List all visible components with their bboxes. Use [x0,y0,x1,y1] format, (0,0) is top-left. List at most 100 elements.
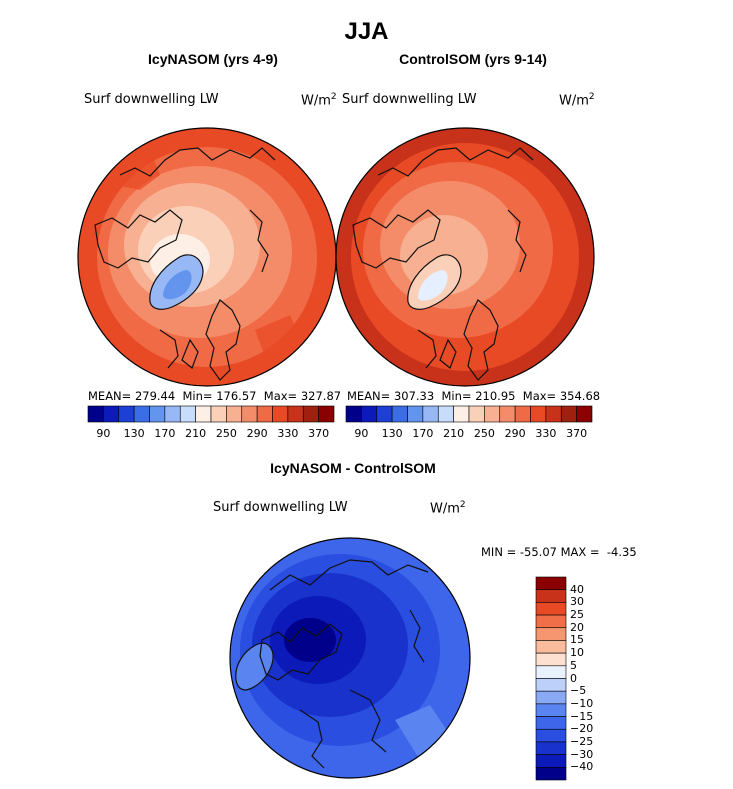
panel3-colorbar-box [535,640,567,654]
panel2-units: W/m2 [559,92,595,109]
panel3-colorbar-tick-label: −5 [570,684,587,698]
panel2-greenland-coast [407,254,462,310]
panel1-units: W/m2 [301,92,337,109]
panel1-colorbar-box [256,405,273,423]
panel1-colorbar-tick-label: 330 [277,427,299,440]
panel3-colorbar-tick-label: 40 [570,582,584,596]
panel3-colorbar-tick-label: 30 [570,595,584,609]
panel2-colorbar-box [453,405,470,423]
panel3-canada-coast [259,623,343,681]
panel3-colorbar-tick-label: 10 [570,646,584,660]
panel2-colorbar-box [437,405,454,423]
panel1-colorbar-box [195,405,212,423]
panel2-stats: MEAN= 307.33 Min= 210.95 Max= 354.68 [347,389,601,403]
panel3-colorbar-box [535,716,567,730]
panel1-iceland-coast [181,338,199,369]
panel1-scandinavia-coast [205,299,241,381]
panel2-scandinavia-coast [463,299,499,381]
panel1-colorbar-box [103,405,120,423]
panel1-colorbar-box [226,405,243,423]
panel1-siberia-coast [119,147,276,177]
panel2-colorbar-box [514,405,531,423]
panel3-east-coast [409,609,425,663]
panel1-colorbar-box [210,405,227,423]
panel3-colorbar-box [535,767,567,781]
panel3-colorbar-tick-label: 0 [570,671,577,685]
panel1-colorbar-tick-label: 170 [154,427,176,440]
panel2-colorbar-tick-label: 290 [504,427,526,440]
panel2-variable: Surf downwelling LW [342,92,477,107]
panel2-colorbar-box [576,405,593,423]
panel2-colorbar-box [422,405,439,423]
panel2-iceland-coast [439,338,457,369]
panel3-colorbar-box [535,589,567,603]
panel3-colorbar-tick-label: 20 [570,620,584,634]
panel3-colorbar-tick-label: −15 [570,709,594,723]
panel1-colorbar-box [287,405,304,423]
panel3-colorbar-box [535,576,567,590]
panel2-colorbar-box [560,405,577,423]
panel1-map [78,128,336,386]
panel2-canada-coast [352,209,441,269]
panel2-greenland-min [418,270,448,301]
panel2-colorbar-box [484,405,501,423]
panel1-colorbar-box [241,405,258,423]
panel1-east-coast [249,209,269,273]
panel2-colorbar-box [499,405,516,423]
panel3-colorbar-tick-label: −20 [570,722,594,736]
panel2-coastlines [352,147,534,381]
panel1-canada-coast [94,209,183,269]
panel1-colorbar-tick-label: 370 [308,427,330,440]
panel3-scandinavia-coast [299,709,325,769]
panel1-colorbar-box [302,405,319,423]
panel1-variable: Surf downwelling LW [84,92,219,107]
panel3-colorbar-box [535,652,567,667]
panel3-variable: Surf downwelling LW [213,500,348,515]
panel3-colorbar-box [535,703,567,717]
panel3-colorbar-tick-label: −30 [570,747,594,761]
panel3-colorbar-box [535,754,567,768]
panel1-colorbar-tick-label: 250 [215,427,237,440]
panel2-title: ControlSOM (yrs 9-14) [399,51,547,67]
panel1-colorbar-box [179,405,196,423]
panel3-units: W/m2 [430,500,466,517]
panel2-siberia-coast [377,147,534,177]
panel2-colorbar-tick-label: 90 [354,427,369,440]
panel3-colorbar-box [535,602,567,616]
panel1-coastlines [94,147,276,381]
panel2-colorbar-tick-label: 250 [473,427,495,440]
panel2-colorbar-box [407,405,424,423]
panel3-colorbar-tick-label: −25 [570,734,594,748]
panel1-colorbar [87,405,335,423]
panel3-coastlines [235,559,429,769]
panel3-colorbar-box [535,678,567,692]
panel1-colorbar-tick-label: 130 [123,427,145,440]
panel3-greenland-coast [235,642,274,691]
panel1-greenland-coast [149,254,204,310]
panel3-map-border [229,537,471,779]
panel3-field-core [284,618,336,662]
panel2-colorbar-tick-label: 170 [412,427,434,440]
panel2-map [336,128,594,386]
panel3-colorbar-box [535,728,567,743]
panel1-hudson-coast [159,329,179,369]
panel1-colorbar-tick-label: 90 [96,427,111,440]
panel2-colorbar-box [361,405,378,423]
figure-title: JJA [344,18,389,45]
panel2-colorbar-box [545,405,562,423]
panel3-colorbar-tick-label: 5 [570,658,577,672]
panel1-colorbar-box [87,405,104,423]
panel2-colorbar-tick-label: 210 [443,427,465,440]
panel2-colorbar [345,405,593,423]
panel3-colorbar-tick-label: 15 [570,633,584,647]
panel1-colorbar-box [133,405,150,423]
panel2-map-border [335,127,595,387]
panel2-colorbar-box [468,405,485,423]
panel3-colorbar-tick-label: −10 [570,696,594,710]
panel2-colorbar-tick-label: 370 [566,427,588,440]
panel1-title: IcyNASOM (yrs 4-9) [148,51,278,67]
panel3-colorbar [535,576,567,781]
panel3-colorbar-tick-label: −40 [570,760,594,774]
panel1-colorbar-tick-label: 290 [246,427,268,440]
panel3-map [230,538,470,778]
